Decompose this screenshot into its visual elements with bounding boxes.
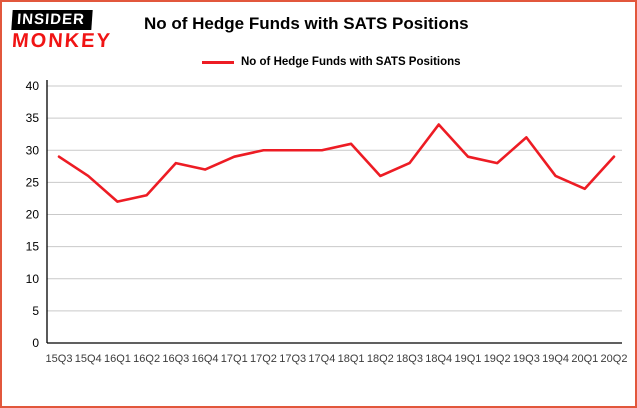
legend: No of Hedge Funds with SATS Positions	[202, 54, 635, 70]
y-tick-label: 40	[26, 79, 40, 93]
x-tick-label: 16Q1	[104, 353, 131, 365]
chart-title: No of Hedge Funds with SATS Positions	[144, 14, 469, 33]
x-tick-label: 17Q3	[279, 353, 306, 365]
y-tick-label: 5	[32, 304, 39, 318]
y-tick-label: 0	[32, 336, 39, 350]
chart-svg: 0 5 10 15 20 25 30 35 40 15Q3 15Q4 16Q1 16Q2 16Q3 16Q4…	[26, 79, 628, 365]
x-tick-label: 19Q2	[484, 353, 511, 365]
line-chart: 0 5 10 15 20 25 30 35 40 15Q3 15Q4 16Q1 16Q2 16Q3 16Q4…	[2, 70, 635, 406]
x-tick-label: 19Q1	[454, 353, 481, 365]
x-tick-label: 20Q1	[571, 353, 598, 365]
x-tick-label: 18Q4	[425, 353, 452, 365]
x-tick-label: 16Q2	[133, 353, 160, 365]
legend-label: No of Hedge Funds with SATS Positions	[241, 56, 461, 68]
x-tick-label: 15Q4	[75, 353, 102, 365]
insider-monkey-logo: INSIDER MONKEY	[11, 10, 130, 52]
x-tick-label: 20Q2	[601, 353, 628, 365]
logo-insider-text: INSIDER	[11, 10, 93, 30]
x-tick-label: 16Q4	[192, 353, 219, 365]
y-tick-label: 10	[26, 272, 40, 286]
x-tick-label: 18Q2	[367, 353, 394, 365]
legend-line-swatch	[202, 60, 234, 64]
x-tick-label: 18Q3	[396, 353, 423, 365]
x-tick-label: 16Q3	[162, 353, 189, 365]
x-tick-label: 17Q1	[221, 353, 248, 365]
x-tick-label: 17Q4	[308, 353, 335, 365]
series-line	[57, 123, 616, 203]
x-tick-label: 18Q1	[338, 353, 365, 365]
y-tick-label: 35	[26, 111, 40, 125]
chart-header: INSIDER MONKEY No of Hedge Funds with SA…	[2, 2, 635, 54]
x-tick-label: 17Q2	[250, 353, 277, 365]
logo-monkey-text: MONKEY	[11, 29, 113, 52]
y-tick-label: 20	[26, 208, 40, 222]
y-tick-label: 15	[26, 240, 40, 254]
y-tick-label: 30	[26, 143, 40, 157]
x-tick-label: 19Q4	[542, 353, 569, 365]
x-tick-label: 19Q3	[513, 353, 540, 365]
x-tick-label: 15Q3	[46, 353, 73, 365]
y-tick-label: 25	[26, 175, 40, 189]
